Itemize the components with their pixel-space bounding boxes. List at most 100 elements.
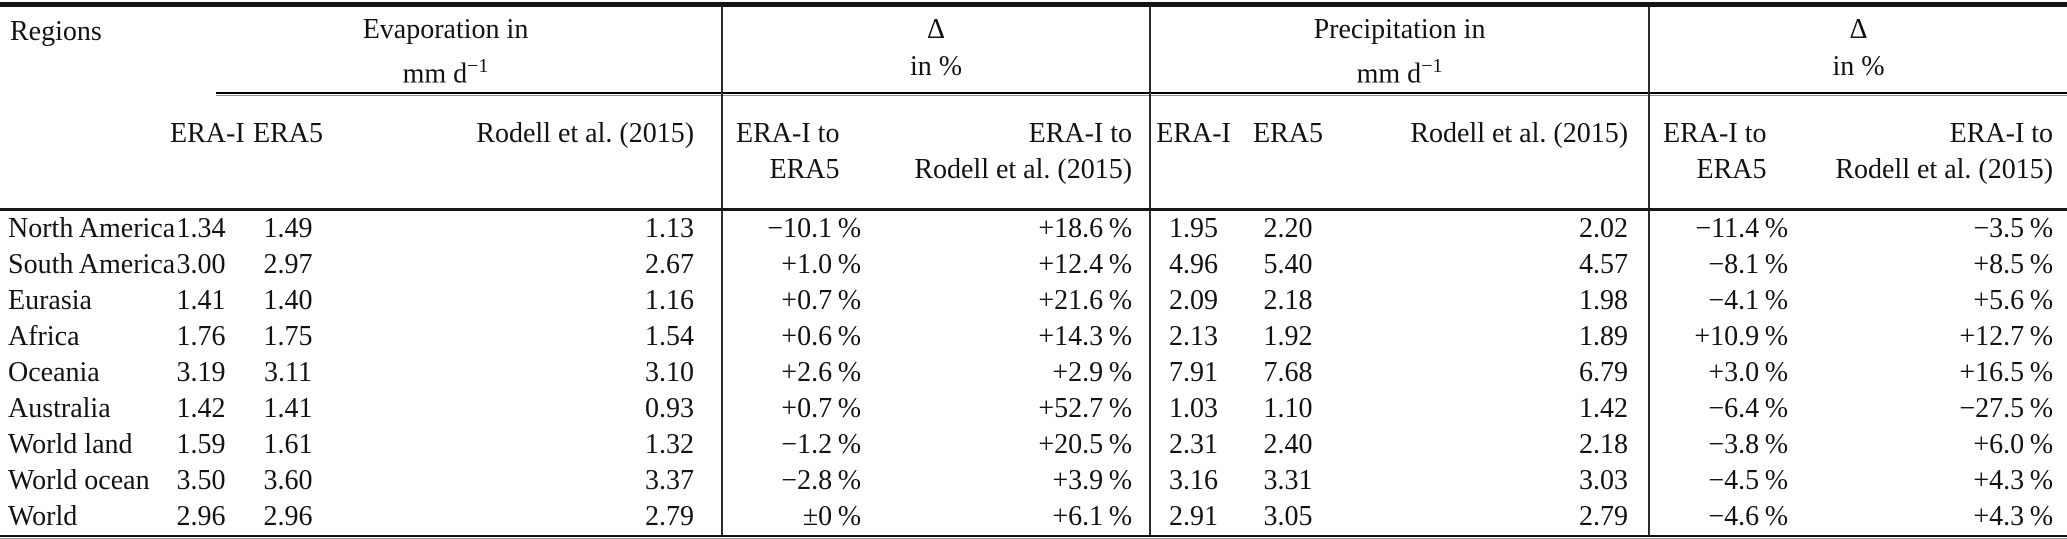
group-title-precipitation: Precipitation in (1313, 14, 1486, 45)
delta-precip-era5-cell: −8.1 % (1648, 247, 1800, 284)
delta-evap-era5-cell: +0.6 % (721, 319, 869, 356)
precip-era5-cell: 2.18 (1263, 285, 1313, 317)
table-header: Regions Evaporation in mm d−1 Δ in % Pre… (0, 7, 2067, 212)
table-row: World land 1.59 1.61 1.32 −1.2 % +20.5 %… (0, 427, 2067, 464)
delta-evap-era5-cell: +0.7 % (721, 283, 869, 320)
col-header-precip-rodell: Rodell et al. (2015) (1340, 99, 1650, 212)
delta-precip-era5-cell: −6.4 % (1648, 391, 1800, 428)
evap-era5-cell: 3.60 (263, 465, 313, 497)
group-header-row: Regions Evaporation in mm d−1 Δ in % Pre… (0, 7, 2067, 212)
delta-precip-rodell-cell: +6.0 % (1973, 429, 2054, 461)
group-title-delta: Δ (927, 14, 946, 45)
table-row: North America 1.34 1.49 1.13 −10.1 % +18… (0, 209, 2067, 248)
header-line: ERA5 (1696, 154, 1767, 186)
delta-precip-rodell-cell: +5.6 % (1973, 285, 2054, 317)
evap-era5-cell: 1.40 (263, 285, 313, 317)
evap-era-i-cell: 1.34 (176, 213, 226, 245)
delta-evap-rodell-cell: +2.9 % (1052, 357, 1133, 389)
precip-era5-cell: 1.10 (1263, 393, 1313, 425)
header-line: Rodell et al. (2015) (914, 154, 1133, 186)
table-row: World ocean 3.50 3.60 3.37 −2.8 % +3.9 %… (0, 463, 2067, 500)
col-header-delta-precip-rodell: ERA-I to Rodell et al. (2015) (1799, 99, 2067, 212)
evap-era-i-cell: 3.19 (176, 357, 226, 389)
unit-exponent: −1 (1421, 55, 1443, 77)
delta-precip-era5-cell: −4.6 % (1648, 499, 1800, 538)
precip-era5-cell: 2.40 (1263, 429, 1313, 461)
precip-era-i-cell: 2.31 (1149, 427, 1237, 464)
delta-precip-rodell-cell: +16.5 % (1959, 357, 2054, 389)
col-header-delta-precip-era5: ERA-I to ERA5 (1648, 99, 1800, 212)
group-unit-delta: in % (1832, 51, 1885, 82)
subheader-rule-segment (721, 92, 1151, 100)
region-cell: North America (8, 213, 176, 245)
precip-rodell-cell: 2.79 (1340, 499, 1650, 538)
evap-rodell-cell: 3.37 (645, 465, 695, 497)
delta-precip-rodell-cell: +4.3 % (1973, 465, 2054, 497)
delta-evap-rodell-cell: +52.7 % (1038, 393, 1133, 425)
col-header-evap-era5: ERA5 (232, 99, 344, 212)
precip-era5-cell: 3.31 (1263, 465, 1313, 497)
region-cell: Australia (8, 393, 111, 425)
delta-evap-era5-cell: +2.6 % (721, 355, 869, 392)
region-cell: World (0, 499, 170, 538)
precip-rodell-cell: 4.57 (1579, 249, 1629, 281)
group-header-delta-evaporation: Δ in % (721, 7, 1151, 93)
evap-era-i-cell: 1.76 (176, 321, 226, 353)
evap-rodell-cell: 3.10 (645, 357, 695, 389)
header-line: ERA5 (769, 154, 840, 186)
header-line: ERA-I to (1028, 118, 1133, 150)
delta-precip-era5-cell: −11.4 % (1648, 209, 1800, 248)
delta-evap-era5-cell: −10.1 % (721, 209, 869, 248)
subheader-rule-segment (1648, 92, 2067, 100)
region-cell: South America (8, 249, 176, 281)
evap-era5-cell: 3.11 (264, 357, 312, 389)
precip-rodell-cell: 3.03 (1579, 465, 1629, 497)
delta-evap-era5-cell: −1.2 % (721, 427, 869, 464)
regions-column-header: Regions (0, 7, 170, 212)
double-rule (216, 92, 722, 97)
col-header-evap-era-i: ERA-I (170, 99, 245, 212)
unit-base: mm d (1356, 58, 1422, 90)
delta-precip-rodell-cell: +4.3 % (1799, 499, 2067, 538)
delta-precip-era5-cell: +3.0 % (1648, 355, 1800, 392)
evap-rodell-cell: 2.67 (645, 249, 695, 281)
precip-rodell-cell: 1.89 (1579, 321, 1629, 353)
precip-era-i-cell: 3.16 (1149, 463, 1237, 500)
region-cell: World ocean (8, 465, 150, 497)
evap-era5-cell: 2.97 (263, 249, 313, 281)
evap-rodell-cell: 1.54 (645, 321, 695, 353)
delta-precip-rodell-cell: −3.5 % (1973, 213, 2054, 245)
table-row: Oceania 3.19 3.11 3.10 +2.6 % +2.9 % 7.9… (0, 355, 2067, 392)
delta-evap-rodell-cell: +3.9 % (1052, 465, 1133, 497)
evap-rodell-cell: 0.93 (645, 393, 695, 425)
delta-evap-era5-cell: +1.0 % (721, 247, 869, 284)
delta-precip-rodell-cell: −27.5 % (1959, 393, 2054, 425)
two-line-header: ERA-I to ERA5 (736, 116, 839, 188)
precip-era5-cell: 3.05 (1236, 499, 1341, 538)
delta-precip-era5-cell: −3.8 % (1648, 427, 1800, 464)
precip-era-i-cell: 2.91 (1149, 499, 1237, 538)
precip-era-i-cell: 7.91 (1149, 355, 1237, 392)
evap-rodell-cell: 1.16 (645, 285, 695, 317)
precip-era5-cell: 1.92 (1263, 321, 1313, 353)
delta-evap-rodell-cell: +21.6 % (1038, 285, 1133, 317)
region-cell: Oceania (8, 357, 100, 389)
double-rule (1151, 92, 1649, 97)
precip-era-i-cell: 1.03 (1149, 391, 1237, 428)
evap-era5-cell: 1.61 (263, 429, 313, 461)
header-line: ERA-I to (1663, 118, 1767, 150)
delta-evap-rodell-cell: +6.1 % (868, 499, 1151, 538)
evap-era5-cell: 2.96 (232, 499, 344, 538)
precip-era-i-cell: 1.95 (1149, 209, 1237, 248)
table-top-rule (0, 2, 2067, 7)
precip-rodell-cell: 6.79 (1579, 357, 1629, 389)
evap-era-i-cell: 3.50 (176, 465, 226, 497)
table-row: Australia 1.42 1.41 0.93 +0.7 % +52.7 % … (0, 391, 2067, 428)
delta-precip-era5-cell: +10.9 % (1648, 319, 1800, 356)
region-cell: World land (8, 429, 133, 461)
group-unit-evaporation: mm d−1 (170, 48, 721, 92)
evap-era-i-cell: 1.41 (176, 285, 226, 317)
precip-era5-cell: 2.20 (1263, 213, 1313, 245)
table-body: North America 1.34 1.49 1.13 −10.1 % +18… (0, 209, 2067, 538)
